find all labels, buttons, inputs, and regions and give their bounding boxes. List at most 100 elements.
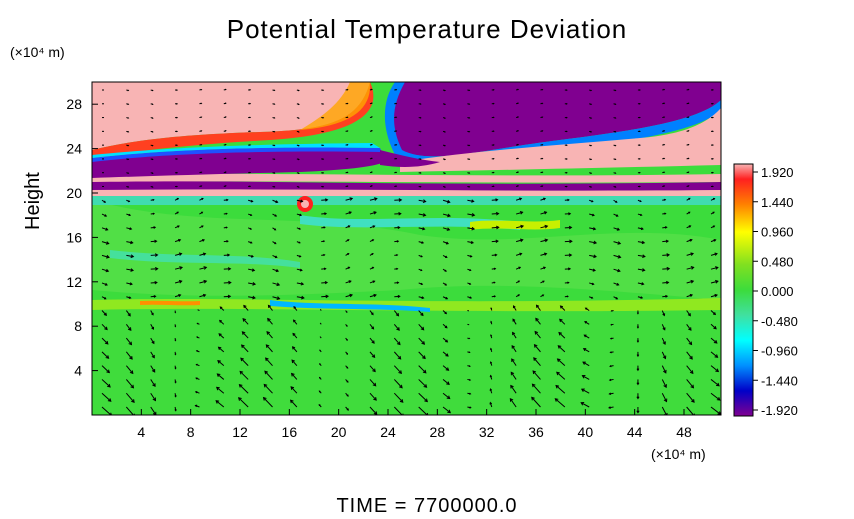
wind-arrow-head [398, 198, 403, 202]
wind-arrow-head [396, 254, 399, 257]
wind-arrow-head [567, 198, 570, 202]
wind-arrow-head [349, 197, 354, 201]
wind-arrow [174, 253, 182, 256]
wind-arrow [661, 324, 666, 330]
wind-arrow-head [154, 239, 158, 243]
tropopause-band [92, 298, 721, 312]
wind-arrow-head [490, 307, 493, 310]
wind-arrow-head [559, 305, 564, 309]
wind-arrow-head [372, 225, 376, 228]
wind-arrow-head [468, 337, 471, 340]
wind-arrow [710, 310, 716, 315]
wind-arrow-head [468, 158, 471, 161]
wind-arrow [319, 308, 322, 311]
wind-arrow [511, 345, 517, 353]
wind-arrow-head [509, 397, 514, 402]
wind-arrow [557, 358, 566, 367]
wind-arrow-head [556, 358, 561, 363]
wind-arrow [265, 357, 273, 366]
wind-arrow-head [127, 327, 132, 331]
wind-arrow-head [219, 306, 223, 310]
wind-arrow-head [373, 293, 377, 298]
wind-arrow [710, 365, 719, 372]
wind-arrow-head [347, 266, 351, 270]
x-tick-label: 44 [627, 424, 643, 440]
colorbar-tick-label: -0.480 [761, 314, 798, 329]
wind-arrow [150, 379, 156, 387]
wind-arrow-head [615, 200, 618, 203]
wind-arrow-head [492, 185, 495, 188]
y-axis: 4 8 12 16 20 24 28 [66, 96, 98, 379]
wind-arrow-head [103, 312, 108, 316]
wind-arrow-head [177, 225, 180, 228]
x-axis: 4 8 12 16 20 24 28 32 36 40 44 48 [137, 409, 692, 440]
stratosphere-green [92, 195, 721, 205]
purple-thin-layer [92, 180, 721, 191]
wind-arrow [238, 397, 249, 408]
wind-arrow-head [568, 253, 573, 257]
wind-arrow-head [179, 266, 184, 270]
wind-arrow-head [371, 326, 375, 330]
wind-arrow-head [174, 395, 177, 398]
wind-arrow [613, 241, 621, 245]
wind-arrow-head [638, 144, 641, 146]
wind-arrow-head [346, 88, 349, 91]
wind-arrow-head [712, 89, 714, 91]
wind-arrow-head [687, 157, 690, 160]
wind-arrow-head [712, 185, 714, 188]
wind-arrow-head [663, 384, 667, 389]
wind-arrow [125, 337, 132, 345]
wind-arrow-head [495, 211, 500, 216]
wind-arrow-head [225, 212, 228, 215]
wind-arrow [418, 227, 425, 230]
wind-arrow-head [690, 252, 695, 256]
wind-arrow-head [346, 130, 349, 132]
wind-arrow-head [468, 89, 471, 92]
wind-arrow-head [541, 185, 544, 187]
wind-arrow-head [636, 382, 640, 386]
wind-arrow-head [240, 344, 245, 349]
wind-arrow-head [558, 331, 563, 336]
wind-arrow [393, 323, 400, 331]
wind-arrow-head [347, 253, 350, 256]
wind-arrow-head [194, 404, 198, 408]
wind-arrow-head [531, 383, 536, 388]
wind-arrow-head [178, 293, 182, 297]
wind-arrow-head [346, 185, 349, 188]
wind-arrow [442, 392, 451, 399]
wind-arrow [218, 346, 225, 353]
wind-arrow-head [714, 252, 718, 256]
wind-arrow-head [580, 402, 585, 406]
wind-arrow-head [664, 212, 667, 215]
wind-arrow-head [224, 116, 227, 118]
x-tick-label: 8 [187, 424, 195, 440]
wind-arrow-head [492, 157, 495, 160]
wind-arrow-head [614, 89, 617, 92]
wind-arrow [686, 253, 694, 256]
wind-arrow-head [419, 185, 422, 188]
wind-arrow [661, 406, 667, 415]
wind-arrow-head [194, 391, 198, 394]
wind-arrow-head [225, 226, 228, 229]
wind-arrow-head [395, 144, 398, 146]
wind-arrow-head [297, 158, 300, 161]
wind-arrow [240, 357, 249, 367]
wind-arrow-head [289, 399, 294, 404]
wind-arrow-head [251, 268, 256, 272]
wind-arrow-head [420, 312, 424, 317]
wind-arrow-head [267, 304, 272, 309]
wind-arrow-head [565, 144, 568, 147]
wind-arrow-head [690, 279, 695, 284]
wind-arrow-head [663, 157, 666, 160]
wind-arrow [268, 305, 273, 311]
tropopause-orange [140, 300, 200, 306]
wind-arrow-head [104, 326, 108, 331]
wind-arrow [442, 365, 449, 371]
wind-arrow-head [323, 253, 326, 257]
wind-arrow-head [322, 103, 325, 105]
wind-arrow-head [609, 364, 612, 368]
wind-arrow [125, 324, 132, 331]
wind-arrow-head [444, 130, 446, 133]
wind-arrow [710, 392, 721, 401]
wind-arrow [540, 225, 548, 229]
